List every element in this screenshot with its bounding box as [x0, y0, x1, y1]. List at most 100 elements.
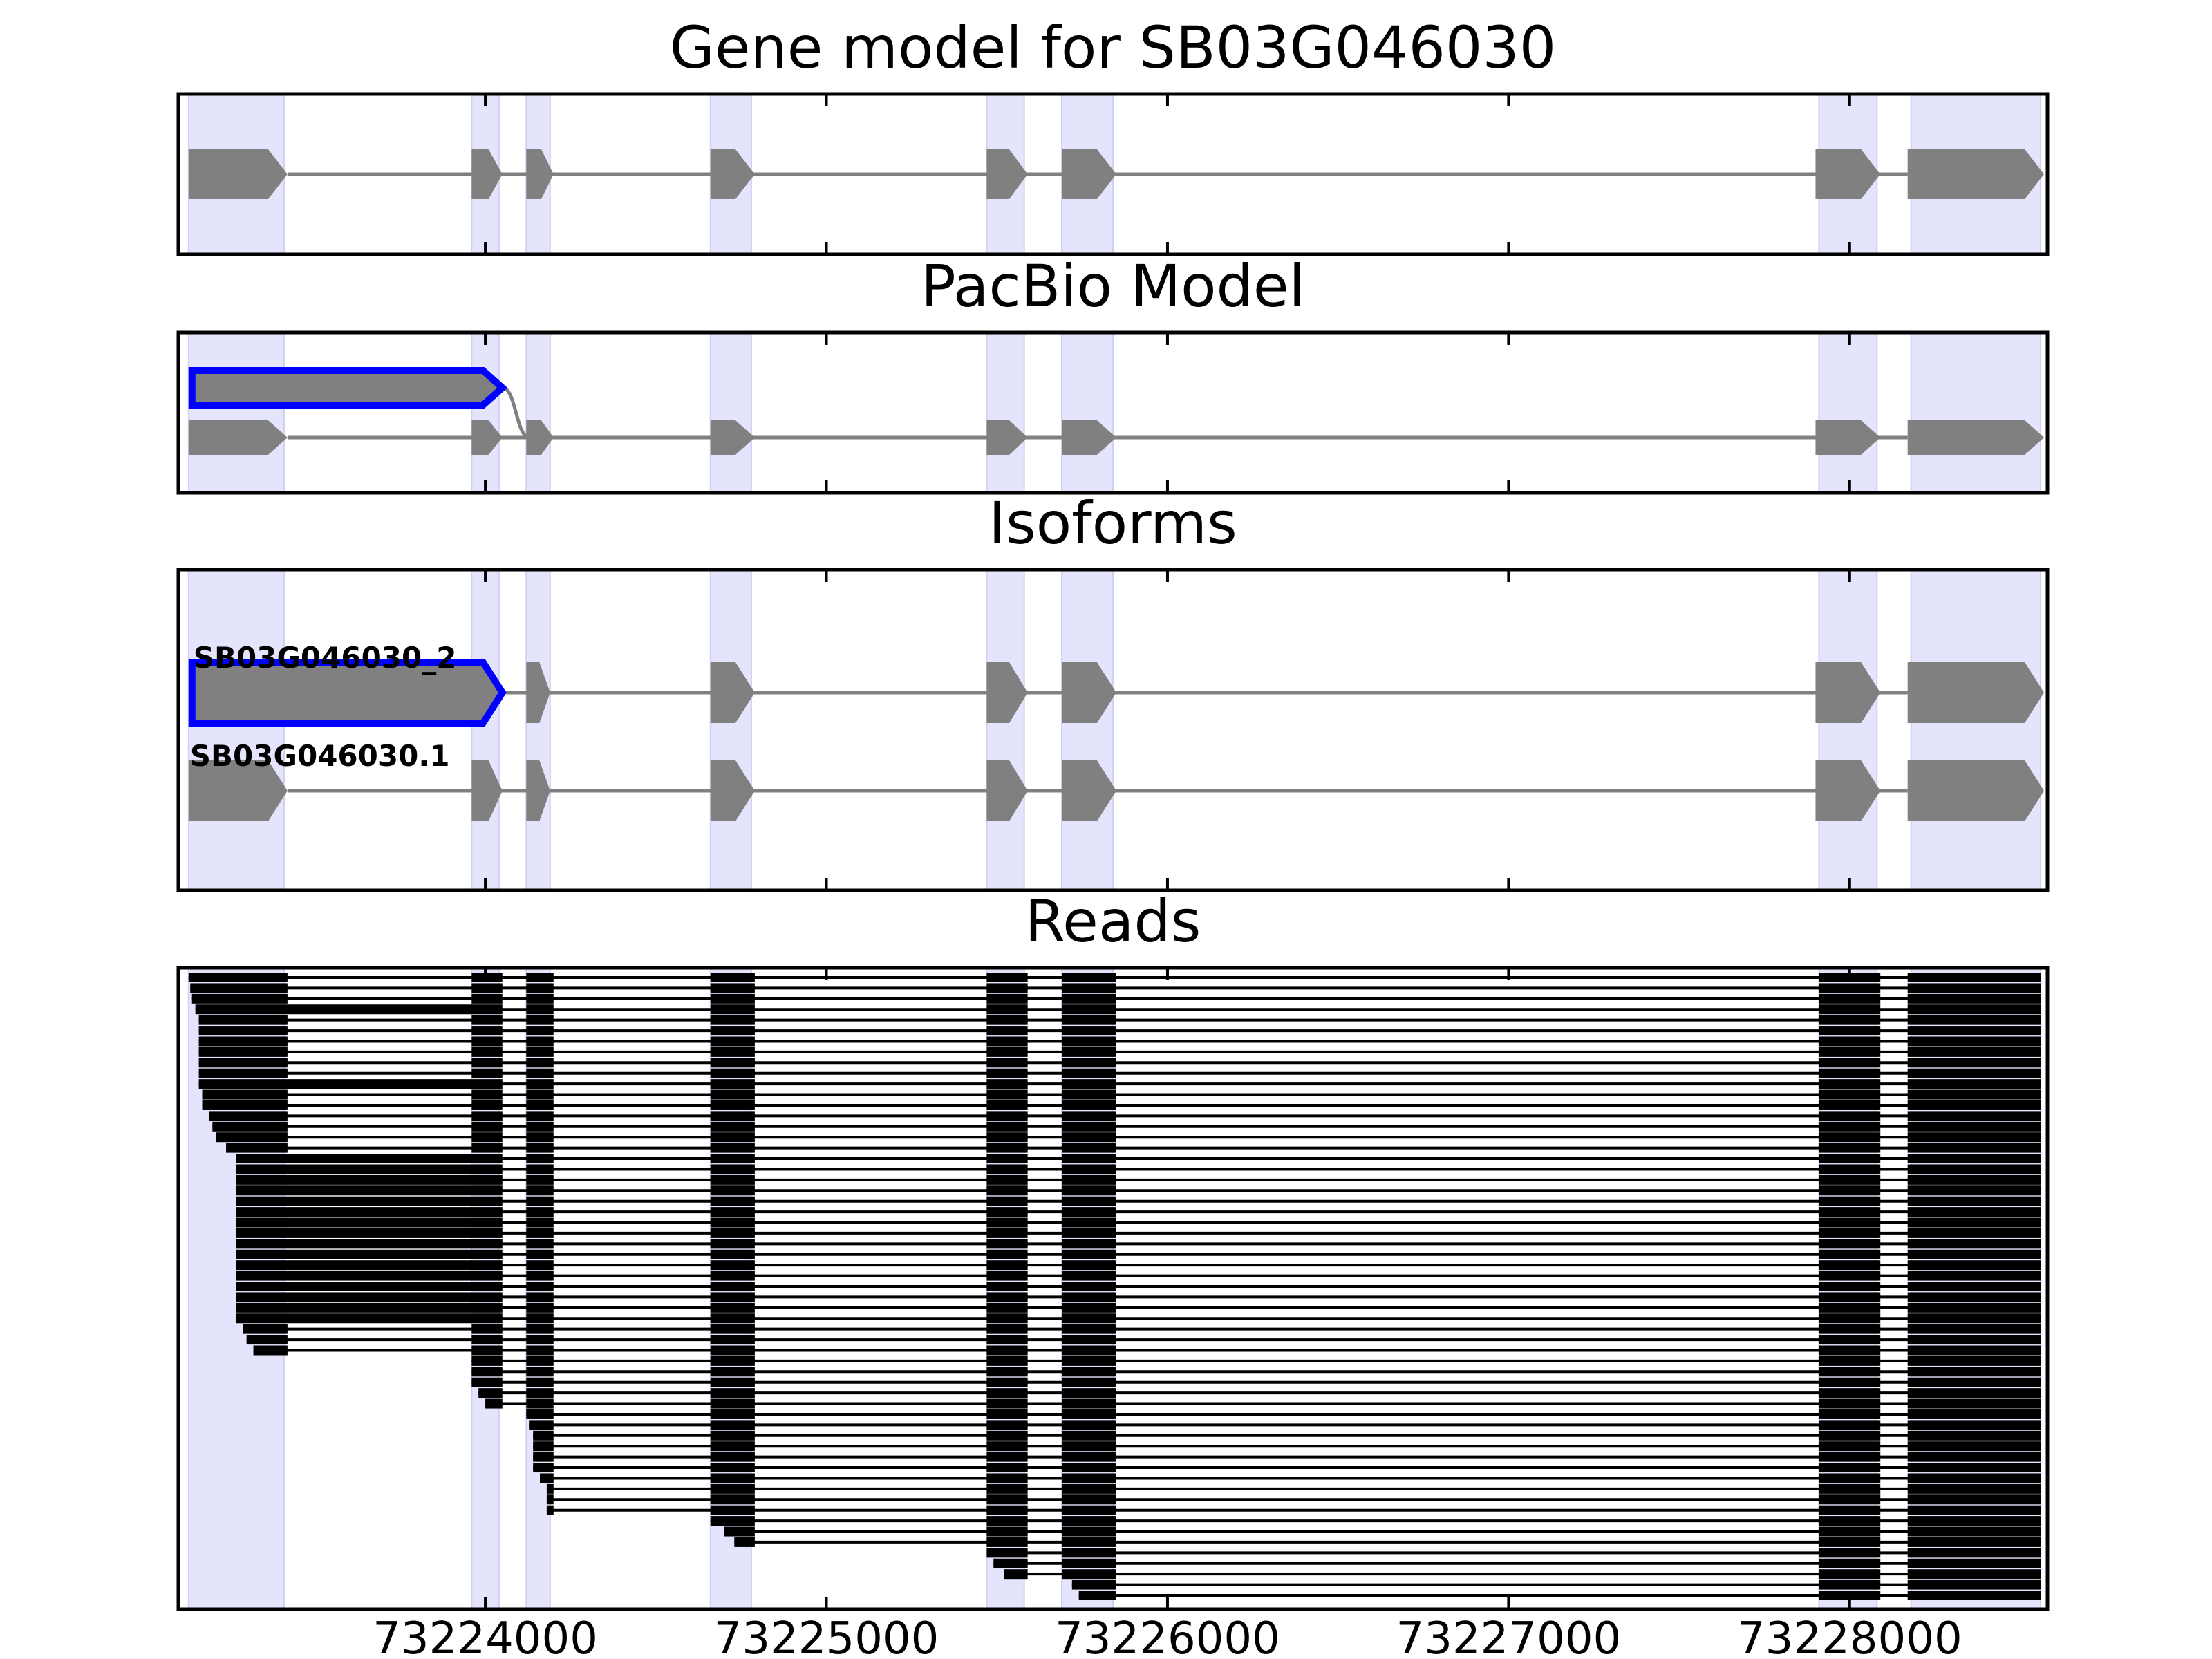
- read-exon: [246, 1335, 288, 1345]
- exon-block: [471, 760, 503, 821]
- read-exon: [710, 1228, 755, 1238]
- read-exon: [190, 983, 288, 993]
- read-exon: [710, 1154, 755, 1164]
- read-exon: [226, 1143, 288, 1153]
- read-row: [236, 1239, 2041, 1249]
- read-exon: [1907, 1121, 2041, 1132]
- read-exon: [710, 1473, 755, 1483]
- exon-block: [710, 760, 755, 821]
- read-exon: [986, 1282, 1028, 1291]
- read-exon: [710, 983, 755, 993]
- read-row: [236, 1249, 2041, 1259]
- read-exon: [1819, 1345, 1881, 1356]
- read-exon: [1819, 1015, 1881, 1025]
- read-exon: [1907, 1004, 2041, 1015]
- read-exon: [734, 1537, 755, 1547]
- read-exon: [526, 1121, 554, 1132]
- read-row: [236, 1217, 2041, 1228]
- read-exon: [1907, 993, 2041, 1004]
- read-exon: [710, 1271, 755, 1281]
- read-exon: [533, 1441, 554, 1452]
- gene-model-panel-title: Gene model for SB03G046030: [670, 14, 1556, 82]
- read-exon: [1061, 1569, 1116, 1580]
- read-exon: [236, 1207, 503, 1217]
- read-exon: [236, 1271, 503, 1281]
- read-exon: [986, 1345, 1028, 1356]
- isoforms-panel: Isoforms SB03G046030_2 SB03G046030.1: [176, 489, 2050, 892]
- read-exon: [986, 1324, 1028, 1334]
- read-exon: [1061, 1483, 1116, 1494]
- read-exon: [710, 1111, 755, 1121]
- read-exon: [986, 1430, 1028, 1441]
- read-exon: [986, 1409, 1028, 1419]
- read-exon: [1819, 1154, 1881, 1164]
- x-ticks: [484, 94, 1851, 254]
- read-exon: [198, 1015, 288, 1025]
- gene-model-panel: Gene model for SB03G046030: [176, 14, 2050, 256]
- read-row: [243, 1324, 2041, 1334]
- read-exon: [986, 1292, 1028, 1302]
- read-exon: [986, 1026, 1028, 1036]
- read-exon: [1907, 1388, 2041, 1398]
- read-exon: [526, 1228, 554, 1238]
- read-exon: [236, 1239, 503, 1249]
- read-exon: [1819, 1313, 1881, 1324]
- read-exon: [471, 1015, 503, 1025]
- exon-block: [1815, 420, 1881, 455]
- read-exon: [986, 1004, 1028, 1015]
- read-exon: [526, 1313, 554, 1324]
- read-row: [198, 1079, 2041, 1089]
- read-exon: [710, 1089, 755, 1100]
- read-row: [471, 1356, 2041, 1366]
- read-exon: [1061, 1185, 1116, 1196]
- read-exon: [1061, 1047, 1116, 1057]
- read-exon: [526, 1217, 554, 1228]
- read-exon: [1819, 993, 1881, 1004]
- x-tick-label: 73226000: [1055, 1613, 1280, 1659]
- read-exon: [1907, 1367, 2041, 1377]
- exon-band: [187, 569, 285, 891]
- exon-block: [188, 149, 288, 199]
- read-exon: [1907, 1260, 2041, 1271]
- read-exon: [1061, 973, 1116, 982]
- read-exon: [1061, 1121, 1116, 1132]
- read-exon: [526, 1036, 554, 1047]
- read-exon: [1907, 1196, 2041, 1206]
- read-exon: [526, 1185, 554, 1196]
- read-exon: [1907, 1452, 2041, 1462]
- read-row: [546, 1483, 2041, 1494]
- read-exon: [236, 1174, 503, 1185]
- read-exon: [1061, 1558, 1116, 1568]
- read-exon: [986, 1228, 1028, 1238]
- read-exon: [236, 1217, 503, 1228]
- read-exon: [1819, 1377, 1881, 1387]
- read-exon: [986, 1121, 1028, 1132]
- read-exon: [540, 1473, 554, 1483]
- read-exon: [1061, 1367, 1116, 1377]
- read-exon: [202, 1089, 288, 1100]
- read-row: [202, 1100, 2041, 1110]
- read-exon: [1819, 1537, 1881, 1547]
- read-exon: [198, 1068, 288, 1078]
- read-row: [710, 1516, 2041, 1526]
- read-exon: [986, 1164, 1028, 1174]
- exon-block: [1815, 149, 1881, 199]
- read-exon: [710, 1494, 755, 1505]
- read-exon: [1061, 1463, 1116, 1473]
- read-exon: [1907, 1313, 2041, 1324]
- read-exon: [1907, 1580, 2041, 1590]
- exon-band: [525, 569, 551, 891]
- read-exon: [1061, 1079, 1116, 1089]
- read-exon: [1907, 1132, 2041, 1143]
- read-exon: [1819, 1388, 1881, 1398]
- read-exon: [236, 1260, 503, 1271]
- read-exon: [526, 973, 554, 982]
- read-exon: [485, 1398, 503, 1409]
- transcript-track: SB03G046030_2: [188, 641, 2045, 727]
- read-exon: [1819, 1463, 1881, 1473]
- read-exon: [471, 973, 503, 982]
- read-exon: [986, 1143, 1028, 1153]
- read-exon: [1061, 1516, 1116, 1526]
- exon-band: [525, 332, 551, 494]
